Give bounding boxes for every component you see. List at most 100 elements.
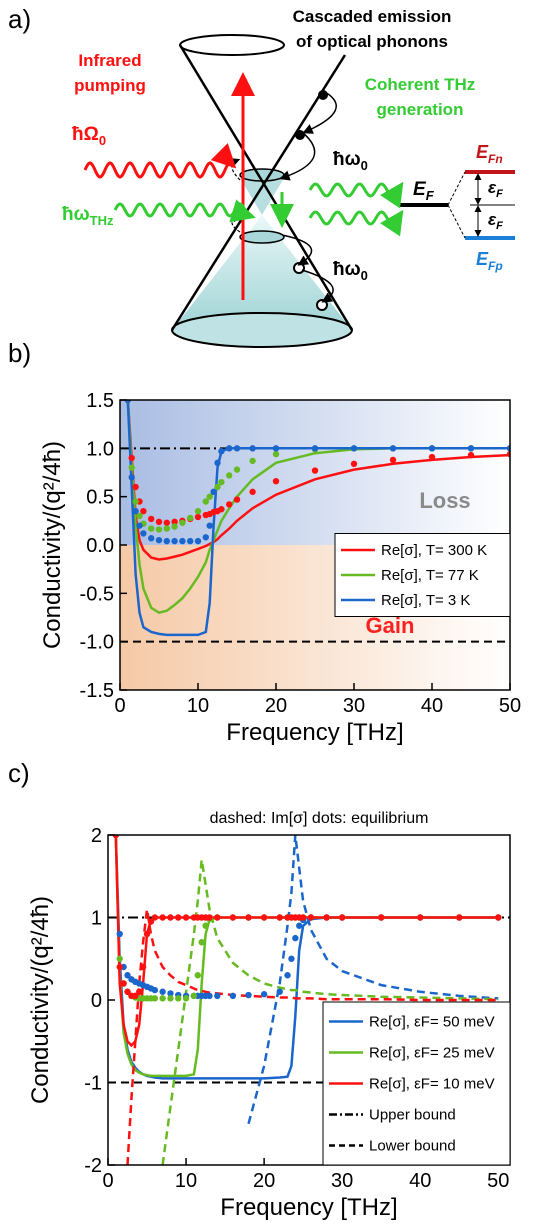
data-point <box>206 522 213 529</box>
data-point <box>163 537 170 545</box>
data-point <box>323 914 330 921</box>
data-point <box>179 537 186 545</box>
data-point <box>229 914 237 921</box>
series-line <box>126 400 510 561</box>
data-point <box>143 930 151 938</box>
data-point <box>272 478 280 485</box>
data-point <box>249 457 256 465</box>
subscript: F <box>426 188 435 203</box>
data-point <box>389 445 397 452</box>
data-point <box>218 448 225 455</box>
legend-label: Upper bound <box>369 1107 456 1124</box>
electron <box>295 130 305 140</box>
data-point <box>182 914 190 921</box>
data-point <box>299 914 307 921</box>
subscript: Fn <box>488 152 503 166</box>
data-point <box>378 914 385 921</box>
data-point <box>159 914 166 921</box>
pump-label: pumping <box>74 76 146 95</box>
annotation: Loss <box>419 488 470 513</box>
x-axis-label: Frequency [THz] <box>226 719 403 746</box>
generation-label: Coherent THz <box>365 75 476 94</box>
data-point <box>284 972 291 979</box>
series-line <box>126 400 510 615</box>
x-tick-label: 20 <box>253 1170 275 1192</box>
symbol: ħω <box>62 204 90 225</box>
thz-energy: ħωTHz <box>62 204 114 228</box>
cone-edge <box>178 44 354 331</box>
data-point <box>151 995 159 1002</box>
pump-wave <box>83 143 237 179</box>
symbol: E <box>476 249 489 269</box>
plot-area <box>120 400 510 643</box>
y-axis-label: Conductivity/(q²/4ħ) <box>27 896 54 1104</box>
data-point <box>202 534 209 541</box>
data-point <box>159 995 166 1002</box>
series-line <box>247 835 499 1125</box>
data-point <box>350 445 358 452</box>
data-point <box>214 459 221 467</box>
phonon-energy: ħω0 <box>333 149 368 173</box>
y-tick-label: -0.5 <box>80 583 114 605</box>
data-point <box>148 525 155 532</box>
symbol: ħω <box>333 259 361 280</box>
lower-slice <box>239 230 285 244</box>
data-point <box>467 445 475 452</box>
phonon-arrow <box>302 91 337 134</box>
phonon-arrow <box>281 234 313 266</box>
symbol: E <box>476 142 489 162</box>
upper-fill <box>240 178 284 215</box>
series-line <box>161 859 499 1165</box>
x-tick-label: 50 <box>499 695 521 717</box>
data-point <box>155 526 163 533</box>
data-point <box>249 488 256 496</box>
x-axis-label: Frequency [THz] <box>220 1194 397 1221</box>
data-point <box>218 506 225 513</box>
y-tick-label: -1.0 <box>80 632 114 654</box>
cone-base <box>171 312 353 348</box>
connector <box>447 204 466 239</box>
symbol: ħΩ <box>72 124 99 145</box>
data-point <box>506 445 510 452</box>
x-tick-label: 40 <box>409 1170 431 1192</box>
x-tick-label: 20 <box>265 695 287 717</box>
phonon-arrow <box>301 269 334 303</box>
data-point <box>229 992 237 1000</box>
data-point <box>132 483 139 491</box>
y-tick-label: 2 <box>91 825 102 847</box>
electron-level-label: EFn <box>476 142 503 166</box>
data-point <box>296 922 303 929</box>
data-point <box>206 992 213 1000</box>
data-point <box>292 934 299 942</box>
subscript: 0 <box>361 268 368 283</box>
data-point <box>198 939 205 946</box>
legend-label: Re[σ], T= 300 K <box>381 542 487 559</box>
legend-label: Re[σ], T= 77 K <box>381 567 479 584</box>
data-point <box>167 990 174 997</box>
data-point <box>124 972 131 979</box>
data-point <box>182 995 190 1002</box>
subscript: THz <box>90 213 114 228</box>
y-tick-label: 1 <box>91 908 102 930</box>
hole <box>316 299 328 311</box>
y-tick-label: 0 <box>91 990 102 1012</box>
x-tick-label: 30 <box>331 1170 353 1192</box>
legend-label: Re[σ], T= 3 K <box>381 592 470 609</box>
hole <box>293 262 305 274</box>
data-point <box>233 445 241 452</box>
split-label: εF <box>488 178 503 200</box>
generation-label: generation <box>377 100 464 119</box>
symbol: ε <box>488 210 497 229</box>
data-point <box>233 496 241 503</box>
annotation: Gain <box>366 613 415 638</box>
data-point <box>147 918 155 925</box>
pump-label: Infrared <box>78 51 141 70</box>
data-point <box>187 514 194 522</box>
data-point <box>218 478 225 486</box>
y-tick-label: -1.5 <box>80 680 114 702</box>
data-point <box>194 972 201 979</box>
x-tick-label: 40 <box>421 695 443 717</box>
relaxation-arrow <box>230 158 241 181</box>
data-point <box>124 988 131 995</box>
